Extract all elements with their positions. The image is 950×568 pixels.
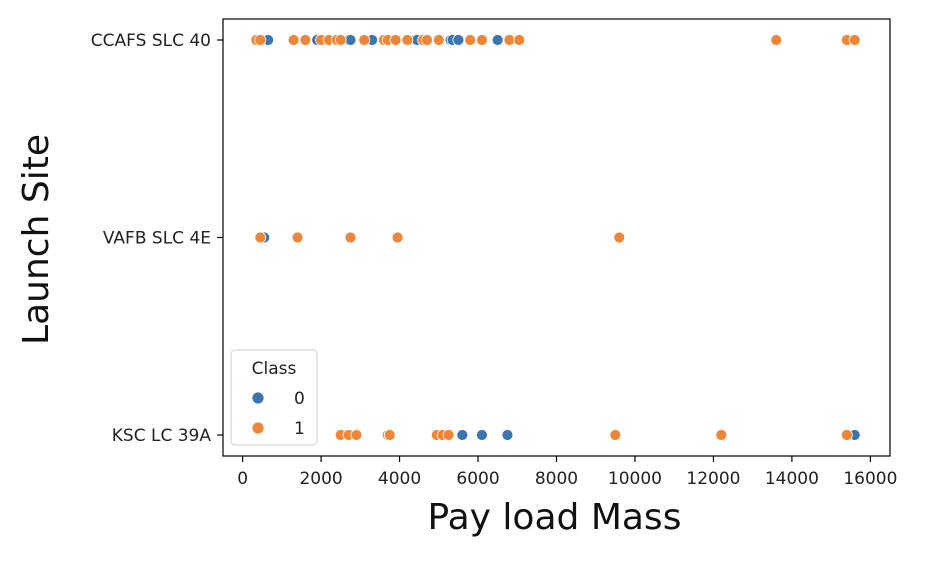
data-point-class-1 bbox=[476, 34, 488, 46]
data-point-class-1 bbox=[464, 34, 477, 46]
data-point-class-1 bbox=[344, 231, 357, 244]
data-point-class-0 bbox=[476, 429, 488, 441]
data-point-class-1 bbox=[609, 429, 622, 441]
legend-marker-0 bbox=[251, 391, 265, 405]
y-tick-label: KSC LC 39A bbox=[112, 426, 212, 446]
data-point-class-0 bbox=[501, 429, 514, 441]
data-point-class-1 bbox=[401, 34, 414, 46]
data-point-class-1 bbox=[299, 34, 312, 46]
y-tick-label: CCAFS SLC 40 bbox=[91, 31, 211, 51]
data-point-class-0 bbox=[491, 34, 504, 46]
x-tick-label: 8000 bbox=[535, 469, 578, 489]
x-tick-label: 0 bbox=[237, 469, 248, 489]
data-point-class-1 bbox=[442, 429, 455, 441]
legend-label-0: 0 bbox=[294, 389, 305, 409]
data-point-class-0 bbox=[452, 34, 465, 46]
data-point-class-1 bbox=[291, 231, 304, 244]
data-point-class-1 bbox=[389, 34, 402, 46]
data-point-class-1 bbox=[287, 34, 300, 46]
x-tick-label: 10000 bbox=[608, 469, 662, 489]
data-point-class-0 bbox=[344, 34, 357, 46]
y-tick-label: VAFB SLC 4E bbox=[103, 229, 211, 249]
data-point-class-1 bbox=[350, 429, 363, 441]
x-tick-label: 6000 bbox=[456, 469, 499, 489]
x-axis-label: Pay load Mass bbox=[428, 497, 682, 538]
data-point-class-1 bbox=[513, 34, 526, 46]
x-tick-label: 12000 bbox=[686, 469, 740, 489]
legend-title: Class bbox=[252, 359, 297, 379]
data-point-class-1 bbox=[432, 34, 445, 46]
legend-label-1: 1 bbox=[294, 419, 305, 439]
data-point-class-1 bbox=[613, 231, 626, 244]
x-tick-label: 2000 bbox=[299, 469, 342, 489]
legend-marker-1 bbox=[251, 421, 265, 435]
data-point-class-1 bbox=[421, 34, 433, 46]
data-point-class-1 bbox=[503, 34, 516, 46]
data-point-class-1 bbox=[848, 34, 861, 46]
points-layer bbox=[250, 34, 861, 441]
legend: Class 0 1 bbox=[230, 349, 318, 446]
data-point-class-0 bbox=[456, 429, 469, 441]
x-tick-label: 4000 bbox=[378, 469, 421, 489]
x-tick-label: 14000 bbox=[765, 469, 819, 489]
data-point-class-1 bbox=[254, 231, 267, 244]
plot-frame bbox=[222, 18, 891, 457]
axes-layer: 0 2000 4000 6000 8000 10000 12000 14000 16000 CCA… bbox=[16, 18, 897, 538]
data-point-class-1 bbox=[391, 231, 404, 244]
data-point-class-1 bbox=[770, 34, 783, 46]
legend-box bbox=[230, 349, 318, 446]
data-point-class-1 bbox=[383, 429, 396, 441]
data-point-class-1 bbox=[358, 34, 371, 46]
x-tick-label: 16000 bbox=[843, 469, 897, 489]
y-axis-label: Launch Site bbox=[16, 134, 57, 345]
data-point-class-1 bbox=[254, 34, 267, 46]
data-point-class-1 bbox=[840, 429, 853, 441]
data-point-class-1 bbox=[334, 34, 347, 46]
data-point-class-1 bbox=[715, 429, 728, 441]
